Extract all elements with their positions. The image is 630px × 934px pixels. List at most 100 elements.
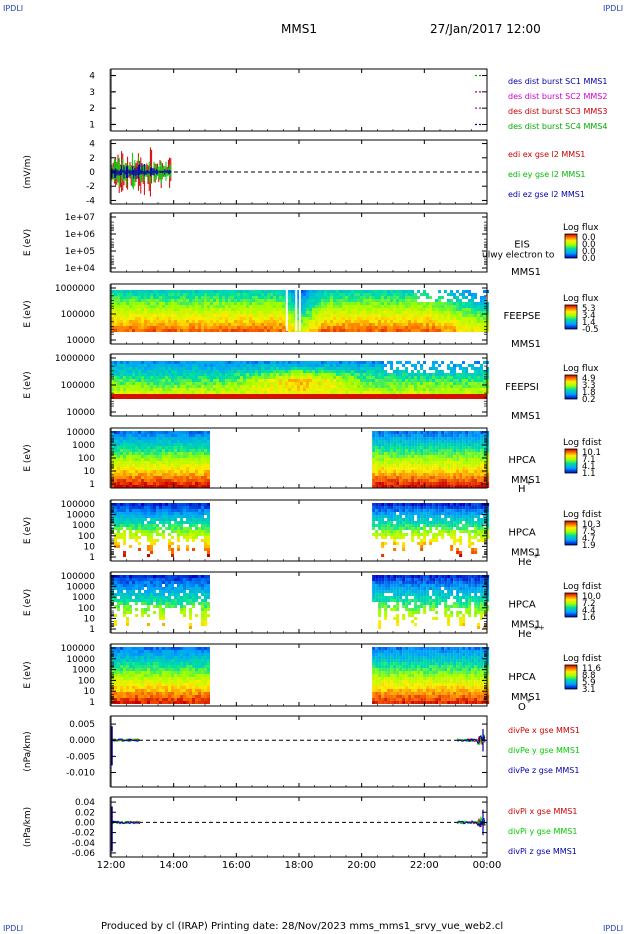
feepse-pixel xyxy=(399,308,402,311)
feepse-pixel xyxy=(459,302,462,305)
feepse-pixel xyxy=(351,296,354,299)
hpca-h-pixel xyxy=(123,437,126,440)
feepse-pixel xyxy=(318,308,321,311)
feepse-pixel xyxy=(255,314,258,317)
feepsi-pixel xyxy=(228,379,231,382)
feepse-pixel xyxy=(438,305,441,308)
feepse-pixel xyxy=(111,293,114,296)
feepsi-pixel xyxy=(135,385,138,388)
hpca-h-pixel xyxy=(459,431,463,434)
hpca-h-pixel xyxy=(147,473,150,476)
hpca-h-pixel xyxy=(189,449,192,452)
feepsi-pixel xyxy=(438,376,441,379)
hpca-h-pixel xyxy=(201,461,204,464)
feepse-pixel xyxy=(240,311,243,314)
hpca-h-pixel xyxy=(177,440,180,443)
hpca-h-pixel xyxy=(447,434,451,437)
feepse-pixel xyxy=(303,290,306,293)
feepsi-pixel xyxy=(378,391,381,394)
hpca-h-pixel xyxy=(390,437,394,440)
feepse-pixel xyxy=(336,317,339,320)
feepse-pixel xyxy=(384,311,387,314)
feepsi-pixel xyxy=(399,385,402,388)
feepse-pixel xyxy=(165,320,168,323)
feepse-pixel xyxy=(210,326,213,329)
feepse-pixel xyxy=(378,317,381,320)
feepsi-pixel xyxy=(219,361,222,364)
feepsi-pixel xyxy=(303,361,306,364)
hpca-h-pixel xyxy=(186,485,189,488)
feepse-pixel xyxy=(393,314,396,317)
feepse-pixel xyxy=(198,323,201,326)
feepsi-pixel xyxy=(165,361,168,364)
hpca-h-pixel xyxy=(414,431,418,434)
burst-legend-entry: des dist burst SC2 MMS2 xyxy=(508,92,607,101)
feepse-pixel xyxy=(198,329,201,332)
hpca-h-pixel xyxy=(153,440,156,443)
hpca-h-pixel xyxy=(180,443,183,446)
feepsi-pixel xyxy=(111,379,114,382)
hpca-h-pixel xyxy=(120,449,123,452)
feepse-pixel xyxy=(459,317,462,320)
feepsi-pixel xyxy=(171,361,174,364)
feepse-pixel xyxy=(321,299,324,302)
hpca-h-pixel xyxy=(117,431,120,434)
hpca-h-pixel xyxy=(423,440,427,443)
hpca-h-pixel xyxy=(159,482,162,485)
feepsi-pixel xyxy=(207,376,210,379)
hpca-h-pixel xyxy=(447,470,451,473)
feepsi-pixel xyxy=(324,391,327,394)
feepse-pixel xyxy=(354,290,357,293)
hpca-h-pixel xyxy=(432,437,436,440)
feepsi-pixel xyxy=(303,391,306,394)
feepse-pixel xyxy=(480,296,483,299)
feepse-pixel xyxy=(135,296,138,299)
feepsi-pixel xyxy=(216,376,219,379)
feepse-pixel xyxy=(360,329,363,332)
feepse-pixel xyxy=(459,308,462,311)
feepsi-pixel xyxy=(435,391,438,394)
hpca-h-pixel xyxy=(174,461,177,464)
hpca-h-pixel xyxy=(450,476,454,479)
feepse-pixel xyxy=(186,314,189,317)
feepsi-pixel xyxy=(135,373,138,376)
feepse-pixel xyxy=(393,302,396,305)
feepse-pixel xyxy=(405,323,408,326)
feepsi-pixel xyxy=(282,376,285,379)
feepsi-pixel xyxy=(354,361,357,364)
feepse-pixel xyxy=(201,323,204,326)
feepse-pixel xyxy=(249,299,252,302)
hpca-h-pixel xyxy=(192,458,195,461)
hpca-h-pixel xyxy=(141,437,144,440)
feepsi-pixel xyxy=(423,376,426,379)
feepse-pixel xyxy=(144,311,147,314)
feepsi-pixel xyxy=(432,367,435,370)
hpca-h-pixel xyxy=(384,482,388,485)
hpca-h-pixel xyxy=(390,467,394,470)
feepsi-pixel xyxy=(285,370,288,373)
hpca-h-pixel xyxy=(402,437,406,440)
hpca-h-pixel xyxy=(408,461,412,464)
feepsi-pixel xyxy=(195,379,198,382)
hpca-h-pixel xyxy=(114,476,117,479)
hpca-h-pixel xyxy=(159,443,162,446)
feepsi-pixel xyxy=(411,364,414,367)
hpca-h-pixel xyxy=(138,461,141,464)
hpca-h-pixel xyxy=(126,449,129,452)
hpca-h-pixel xyxy=(420,446,424,449)
hpca-h-pixel xyxy=(405,449,409,452)
feepse-pixel xyxy=(474,320,477,323)
feepse-pixel xyxy=(465,323,468,326)
hpca-h-pixel xyxy=(483,452,487,455)
feepse-pixel xyxy=(303,323,306,326)
hpca-h-pixel xyxy=(468,476,472,479)
hpca-h-pixel xyxy=(393,476,397,479)
feepse-pixel xyxy=(300,308,303,311)
feepse-pixel xyxy=(342,329,345,332)
feepsi-pixel xyxy=(288,367,291,370)
feepsi-pixel xyxy=(261,364,264,367)
eis-ytick-label: 1e+06 xyxy=(65,230,96,240)
hpca-h-pixel xyxy=(390,476,394,479)
feepse-pixel xyxy=(138,329,141,332)
feepse-pixel xyxy=(333,293,336,296)
